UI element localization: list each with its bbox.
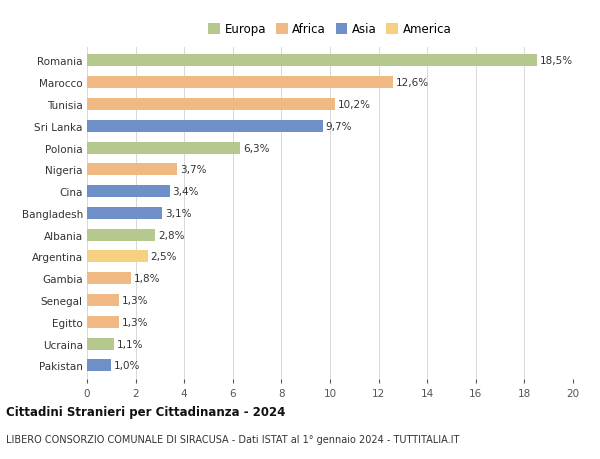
Text: 1,8%: 1,8% xyxy=(134,274,160,284)
Bar xyxy=(87,120,323,133)
Text: 1,3%: 1,3% xyxy=(122,317,148,327)
Bar xyxy=(87,207,163,219)
Text: 3,4%: 3,4% xyxy=(173,187,199,197)
Legend: Europa, Africa, Asia, America: Europa, Africa, Asia, America xyxy=(206,21,454,39)
Bar xyxy=(87,77,393,89)
Bar xyxy=(87,294,119,307)
Bar xyxy=(87,338,114,350)
Bar xyxy=(87,186,170,198)
Text: 18,5%: 18,5% xyxy=(539,56,572,66)
Text: 2,5%: 2,5% xyxy=(151,252,177,262)
Bar xyxy=(87,55,536,67)
Bar xyxy=(87,164,177,176)
Text: 3,1%: 3,1% xyxy=(165,208,192,218)
Text: LIBERO CONSORZIO COMUNALE DI SIRACUSA - Dati ISTAT al 1° gennaio 2024 - TUTTITAL: LIBERO CONSORZIO COMUNALE DI SIRACUSA - … xyxy=(6,434,460,443)
Bar xyxy=(87,142,240,154)
Bar xyxy=(87,273,131,285)
Text: 1,0%: 1,0% xyxy=(114,361,140,370)
Bar xyxy=(87,316,119,328)
Text: 9,7%: 9,7% xyxy=(326,122,352,131)
Text: 10,2%: 10,2% xyxy=(338,100,371,110)
Bar xyxy=(87,99,335,111)
Text: 3,7%: 3,7% xyxy=(180,165,206,175)
Bar xyxy=(87,251,148,263)
Text: 1,1%: 1,1% xyxy=(116,339,143,349)
Text: 1,3%: 1,3% xyxy=(122,296,148,305)
Bar xyxy=(87,360,112,372)
Text: 2,8%: 2,8% xyxy=(158,230,184,240)
Text: 12,6%: 12,6% xyxy=(396,78,429,88)
Text: Cittadini Stranieri per Cittadinanza - 2024: Cittadini Stranieri per Cittadinanza - 2… xyxy=(6,405,286,419)
Bar xyxy=(87,229,155,241)
Text: 6,3%: 6,3% xyxy=(243,143,269,153)
